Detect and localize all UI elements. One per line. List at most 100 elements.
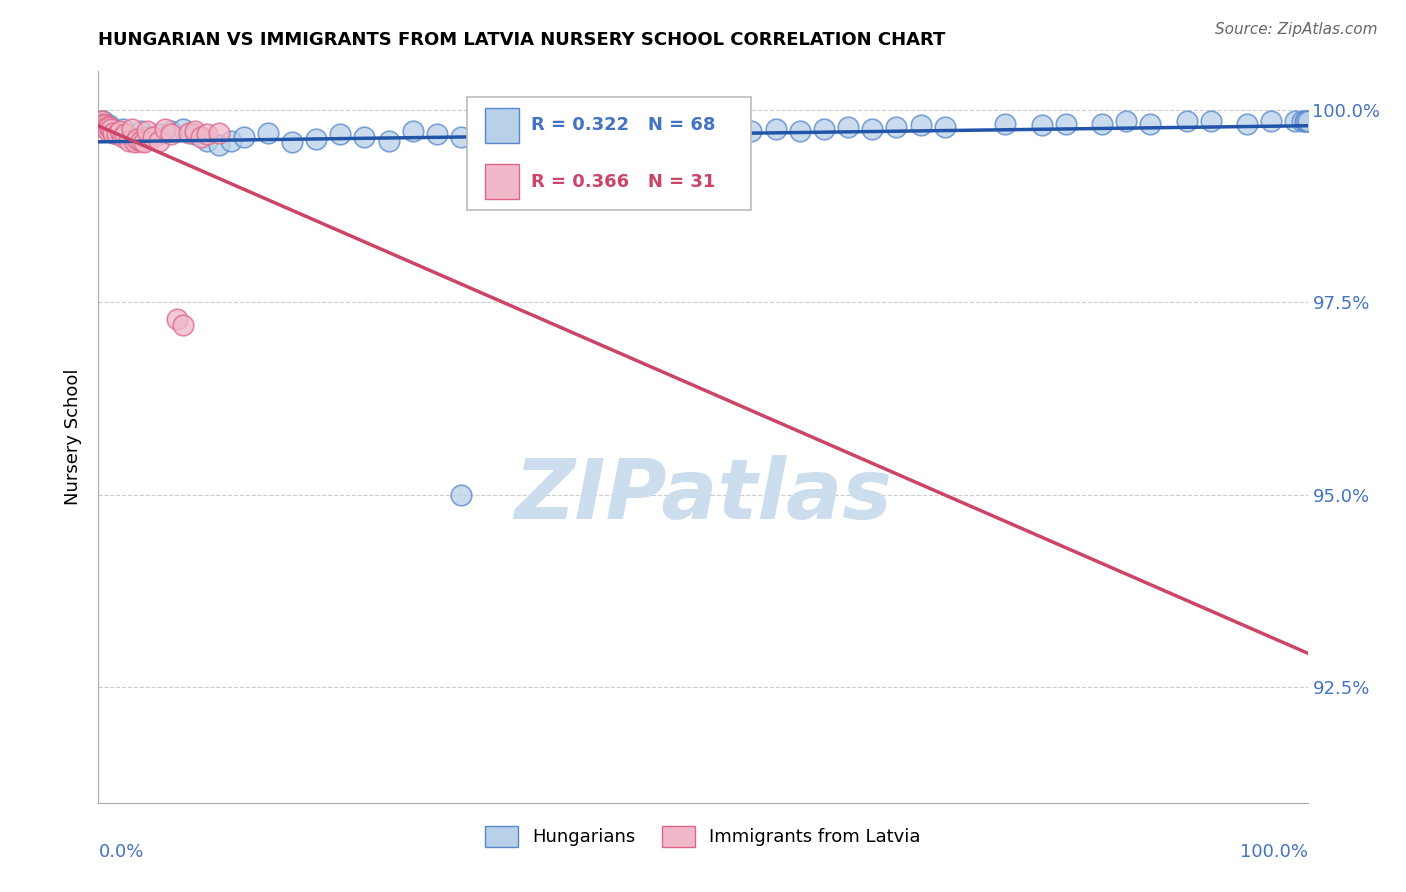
Point [98, 118, 121, 132]
Point [94, 120, 117, 134]
Point [208, 126, 231, 140]
Point [886, 120, 908, 134]
FancyBboxPatch shape [485, 108, 519, 143]
Point [1260, 114, 1282, 128]
Point [329, 128, 352, 142]
Point [813, 122, 835, 136]
Point [184, 124, 207, 138]
Point [148, 134, 170, 148]
Point [172, 318, 194, 333]
Point [166, 312, 188, 326]
Point [111, 122, 134, 136]
Point [129, 134, 152, 148]
Point [692, 122, 714, 136]
Point [571, 126, 593, 140]
Point [195, 134, 218, 148]
Point [142, 129, 165, 144]
Text: 0.0%: 0.0% [98, 843, 143, 861]
Point [353, 129, 375, 144]
Point [789, 124, 811, 138]
Point [1284, 114, 1306, 128]
Point [256, 126, 278, 140]
Point [402, 124, 425, 138]
Point [93, 117, 115, 131]
Point [644, 126, 666, 140]
Point [124, 134, 146, 148]
Point [450, 488, 472, 502]
Point [111, 129, 134, 144]
Point [184, 128, 207, 142]
Point [114, 128, 136, 142]
Point [97, 124, 120, 138]
Point [837, 120, 859, 134]
Point [160, 124, 183, 138]
Text: HUNGARIAN VS IMMIGRANTS FROM LATVIA NURSERY SCHOOL CORRELATION CHART: HUNGARIAN VS IMMIGRANTS FROM LATVIA NURS… [98, 31, 946, 49]
Point [135, 129, 157, 144]
Point [101, 126, 124, 140]
Point [101, 124, 124, 138]
Point [1199, 114, 1222, 128]
Point [547, 128, 569, 142]
Point [765, 122, 787, 136]
Point [1295, 114, 1317, 128]
Point [208, 137, 231, 152]
Point [94, 118, 117, 132]
Point [619, 122, 641, 136]
Text: Source: ZipAtlas.com: Source: ZipAtlas.com [1215, 22, 1378, 37]
Point [160, 128, 183, 142]
FancyBboxPatch shape [467, 97, 751, 211]
Point [97, 122, 120, 136]
Point [994, 117, 1017, 131]
Point [1296, 114, 1319, 128]
Point [148, 128, 170, 142]
Point [668, 124, 690, 138]
Point [118, 129, 141, 144]
Point [1091, 117, 1114, 131]
Point [474, 126, 496, 140]
Point [740, 124, 762, 138]
Point [93, 118, 115, 132]
Point [91, 117, 114, 131]
Point [91, 114, 114, 128]
Point [1291, 114, 1313, 128]
Point [450, 129, 472, 144]
Point [1139, 117, 1161, 131]
Point [1031, 118, 1053, 132]
Point [179, 126, 201, 140]
Text: R = 0.322   N = 68: R = 0.322 N = 68 [531, 117, 716, 135]
Point [124, 135, 146, 149]
Point [91, 114, 114, 128]
Text: ZIPatlas: ZIPatlas [515, 455, 891, 536]
Point [127, 132, 149, 146]
Point [129, 124, 152, 138]
Point [1054, 117, 1077, 131]
Point [221, 134, 243, 148]
Point [1175, 114, 1198, 128]
FancyBboxPatch shape [485, 164, 519, 200]
Point [1236, 117, 1258, 131]
Text: R = 0.366   N = 31: R = 0.366 N = 31 [531, 173, 716, 191]
Point [105, 126, 128, 140]
Point [860, 122, 883, 136]
Point [305, 132, 328, 146]
Y-axis label: Nursery School: Nursery School [65, 368, 83, 506]
Point [232, 129, 254, 144]
Point [281, 135, 304, 149]
Point [190, 129, 212, 144]
Point [195, 128, 218, 142]
Point [498, 124, 520, 138]
Point [153, 122, 176, 136]
Point [172, 122, 194, 136]
Point [100, 122, 122, 136]
Point [118, 134, 141, 148]
Point [96, 120, 118, 134]
Point [96, 122, 118, 136]
Point [426, 128, 449, 142]
Point [910, 118, 932, 132]
Point [377, 134, 399, 148]
Point [523, 122, 546, 136]
Point [135, 124, 157, 138]
Point [98, 120, 121, 134]
Point [108, 124, 131, 138]
Point [595, 124, 617, 138]
